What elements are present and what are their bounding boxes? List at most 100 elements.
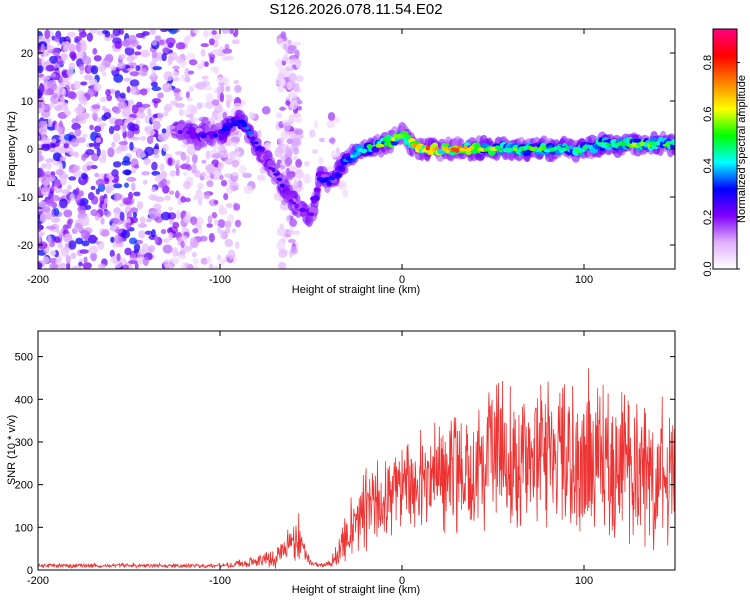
noise-blob [277, 261, 287, 269]
noise-blob [54, 178, 61, 187]
noise-blob [224, 43, 230, 50]
noise-blob [136, 101, 143, 108]
track-peak [271, 167, 276, 173]
noise-blob [76, 41, 82, 52]
noise-blob [151, 161, 158, 171]
track-peak [288, 198, 294, 203]
noise-blob [180, 196, 187, 203]
track-peak [253, 141, 259, 145]
noise-blob [75, 187, 80, 196]
noise-blob [41, 137, 51, 145]
noise-blob [285, 145, 290, 155]
noise-blob [102, 203, 107, 210]
colorbar-label: Normalized spectral amplitude [736, 75, 748, 223]
track-peak [341, 161, 346, 166]
track-peak [311, 199, 317, 204]
track-peak [230, 121, 235, 127]
noise-blob [217, 219, 226, 229]
noise-blob [164, 195, 171, 201]
noise-blob [234, 144, 239, 151]
noise-blob [284, 156, 293, 166]
noise-blob [80, 81, 88, 86]
noise-blob [90, 185, 96, 191]
noise-blob [206, 255, 212, 264]
track-peak [425, 145, 431, 151]
noise-blob [234, 219, 242, 228]
noise-blob [90, 252, 98, 262]
noise-blob [288, 92, 298, 100]
noise-blob [168, 51, 178, 61]
noise-blob [210, 66, 220, 73]
noise-blob [167, 157, 173, 166]
spectrogram-y-tick-label: -20 [17, 240, 33, 252]
noise-blob [150, 81, 158, 88]
noise-blob [99, 96, 108, 103]
noise-blob [127, 62, 137, 67]
noise-blob [294, 169, 304, 180]
noise-blob [304, 174, 312, 184]
noise-blob [73, 152, 80, 158]
noise-blob [44, 29, 51, 39]
noise-blob [112, 161, 122, 168]
noise-blob [175, 190, 180, 199]
noise-blob [69, 193, 75, 202]
noise-blob [289, 58, 300, 65]
noise-blob [176, 209, 181, 220]
noise-blob [199, 235, 208, 242]
noise-blob [180, 74, 186, 82]
noise-blob [120, 92, 126, 99]
noise-blob [278, 67, 285, 74]
noise-blob [160, 211, 171, 221]
noise-blob [52, 152, 62, 162]
noise-blob [78, 261, 83, 267]
track-peak [494, 145, 501, 150]
noise-blob [123, 77, 132, 82]
noise-blob [144, 230, 153, 235]
noise-blob [203, 29, 209, 38]
noise-blob [55, 147, 61, 152]
noise-blob [114, 40, 123, 49]
spectrogram-x-tick-label: -200 [27, 274, 49, 286]
noise-blob [77, 217, 84, 225]
noise-blob [172, 88, 181, 93]
noise-blob [288, 165, 298, 172]
noise-blob [206, 180, 214, 188]
noise-blob [95, 117, 104, 122]
noise-blob [110, 33, 116, 39]
noise-blob [196, 191, 206, 200]
noise-blob [286, 138, 294, 145]
noise-blob [104, 210, 112, 217]
noise-blob [117, 62, 126, 70]
noise-blob [204, 101, 215, 109]
noise-blob [175, 159, 181, 166]
noise-blob [227, 249, 236, 260]
noise-blob [213, 219, 219, 226]
noise-blob [110, 236, 115, 243]
noise-blob [230, 136, 241, 143]
noise-blob [287, 230, 297, 235]
noise-blob [81, 153, 87, 162]
snr-y-tick-label: 0 [27, 565, 33, 577]
noise-blob [136, 45, 142, 50]
noise-blob [232, 102, 243, 110]
noise-blob [234, 241, 240, 249]
noise-blob [80, 42, 87, 52]
noise-blob [151, 50, 158, 59]
noise-blob [58, 198, 68, 209]
track-peak [665, 141, 674, 145]
noise-blob [279, 106, 286, 111]
track-peak [212, 132, 218, 138]
noise-blob [185, 211, 191, 221]
track-peak [498, 149, 503, 153]
spectrogram-x-label: Height of straight line (km) [292, 284, 420, 296]
noise-blob [79, 94, 85, 99]
noise-blob [159, 163, 165, 171]
noise-blob [208, 38, 215, 46]
noise-blob [188, 85, 194, 93]
track-peak [354, 151, 362, 156]
noise-blob [74, 222, 84, 232]
track-peak [398, 134, 405, 138]
track-peak [441, 146, 449, 151]
noise-blob [139, 67, 148, 77]
noise-blob [284, 174, 294, 181]
